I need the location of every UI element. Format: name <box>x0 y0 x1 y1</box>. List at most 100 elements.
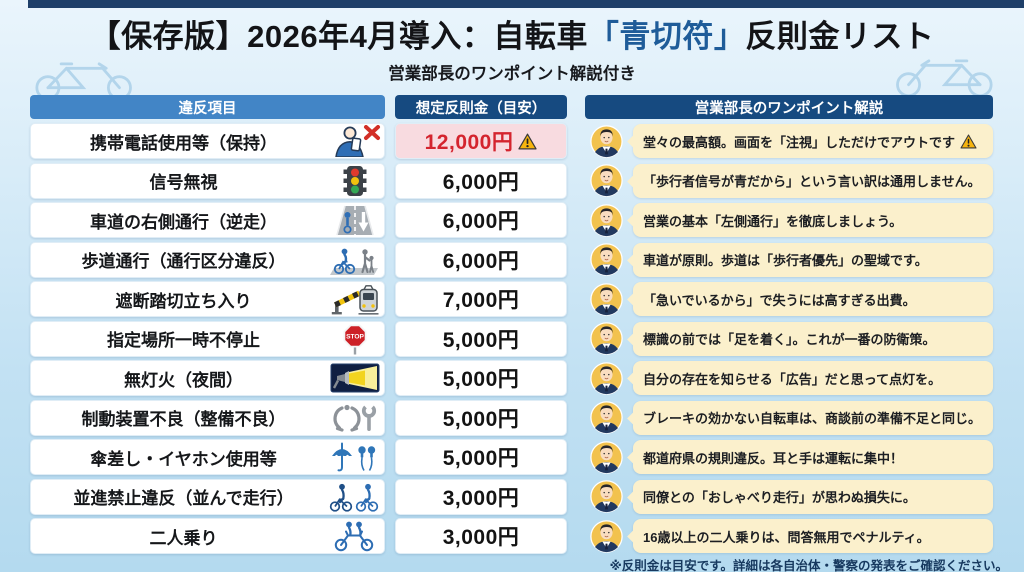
comment-bubble: 営業の基本「左側通行」を徹底しましょう。 <box>633 203 993 237</box>
comment-cell: 自分の存在を知らせる「広告」だと思って点灯を。 <box>585 360 993 396</box>
table-header-row: 違反項目 想定反則金（目安） 営業部長のワンポイント解説 <box>30 95 993 119</box>
table-row: 車道の右側通行（逆走） 6,000円 <box>30 202 993 238</box>
warning-icon <box>960 133 977 149</box>
comment-cell: 都道府県の規則違反。耳と手は運転に集中！ <box>585 439 993 475</box>
manager-avatar <box>590 164 623 197</box>
violation-label: 信号無視 <box>149 173 218 192</box>
comment-cell: 営業の基本「左側通行」を徹底しましょう。 <box>585 202 993 238</box>
fine-cell: 5,000円 <box>395 320 567 357</box>
manager-avatar <box>590 519 623 553</box>
comment-bubble: 自分の存在を知らせる「広告」だと思って点灯を。 <box>633 361 993 395</box>
fine-amount: 3,000円 <box>442 526 520 549</box>
manager-avatar <box>590 243 623 276</box>
manager-avatar <box>590 124 623 158</box>
comment-bubble: ブレーキの効かない自転車は、商談前の準備不足と同じ。 <box>633 400 993 435</box>
page-title-prefix: 【保存版】2026年4月導入：自転車 <box>89 19 588 54</box>
fine-cell: 7,000円 <box>395 281 567 317</box>
comment-cell: 同僚との「おしゃべり走行」が思わぬ損失に。 <box>585 479 993 515</box>
page-title: 【保存版】2026年4月導入：自転車「青切符」反則金リスト <box>0 11 1024 56</box>
page-title-highlight: 「青切符」 <box>587 19 746 54</box>
comment-text: 「歩行者信号が青だから」という言い訳は通用しません。 <box>643 174 981 189</box>
wrong-way-road-icon <box>329 204 381 236</box>
table-row: 信号無視 6,000円 <box>30 162 993 199</box>
top-accent-strip <box>28 0 1024 8</box>
violation-cell: 携帯電話使用等（保持） <box>30 123 385 159</box>
violation-label: 並進禁止違反（並んで走行） <box>73 489 294 508</box>
comment-cell: 「急いでいるから」で失うには高すぎる出費。 <box>585 281 993 317</box>
comment-text: 標識の前では「足を着く」。これが一番の防衛策。 <box>643 332 936 347</box>
fine-cell: 5,000円 <box>395 399 567 436</box>
comment-bubble: 標識の前では「足を着く」。これが一番の防衛策。 <box>633 321 993 356</box>
bicycle-watermark-icon <box>896 59 993 98</box>
table-row: 歩道通行（通行区分違反） 6,000円 <box>30 241 993 278</box>
violation-cell: 遮断踏切立ち入り <box>30 281 385 317</box>
manager-avatar <box>590 282 623 316</box>
no-light-icon <box>329 362 381 394</box>
violation-cell: 歩道通行（通行区分違反） <box>30 241 385 278</box>
sidewalk-riding-icon <box>329 244 381 276</box>
violation-label: 遮断踏切立ち入り <box>115 291 252 311</box>
comment-text: 自分の存在を知らせる「広告」だと思って点灯を。 <box>643 371 942 387</box>
violation-label: 指定場所一時不停止 <box>107 331 260 350</box>
fine-amount: 5,000円 <box>442 447 520 470</box>
phone-use-icon <box>329 125 381 158</box>
fine-amount: 5,000円 <box>442 368 520 391</box>
header-comment: 営業部長のワンポイント解説 <box>585 95 993 119</box>
brake-wrench-icon <box>329 402 381 434</box>
manager-avatar <box>590 440 623 474</box>
fine-amount: 5,000円 <box>442 328 520 352</box>
violation-label: 車道の右側通行（逆走） <box>90 212 277 232</box>
comment-text: 堂々の最高額。画面を「注視」しただけでアウトです <box>643 134 956 150</box>
violation-cell: 制動装置不良（整備不良） <box>30 399 385 436</box>
table-body: 携帯電話使用等（保持） 12,000円 <box>30 123 993 554</box>
table-row: 傘差し・イヤホン使用等 5,000円 <box>30 439 993 475</box>
comment-text: 「急いでいるから」で失うには高すぎる出費。 <box>643 292 916 308</box>
manager-avatar <box>590 322 623 355</box>
violation-cell: 並進禁止違反（並んで走行） <box>30 478 385 515</box>
fine-amount: 6,000円 <box>442 249 520 273</box>
footnote: ※反則金は目安です。詳細は各自治体・警察の発表をご確認ください。 <box>609 559 1008 572</box>
fine-cell: 3,000円 <box>395 518 567 554</box>
comment-cell: 車道が原則。歩道は「歩行者優先」の聖域です。 <box>585 242 993 278</box>
fine-amount: 7,000円 <box>442 289 520 312</box>
traffic-light-icon <box>329 165 381 197</box>
comment-bubble: 「急いでいるから」で失うには高すぎる出費。 <box>633 282 993 316</box>
comment-bubble: 16歳以上の二人乗りは、問答無用でペナルティ。 <box>633 519 993 553</box>
comment-bubble: 同僚との「おしゃべり走行」が思わぬ損失に。 <box>633 479 993 514</box>
warning-icon <box>518 133 537 149</box>
table-row: 携帯電話使用等（保持） 12,000円 <box>30 123 993 159</box>
umbrella-earphone-icon <box>329 441 381 473</box>
fine-cell: 6,000円 <box>395 162 567 199</box>
fine-cell: 12,000円 <box>395 123 567 159</box>
violation-label: 傘差し・イヤホン使用等 <box>90 449 277 469</box>
fine-cell: 6,000円 <box>395 202 567 238</box>
comment-text: 営業の基本「左側通行」を徹底しましょう。 <box>643 213 903 229</box>
violation-cell: 信号無視 <box>30 162 385 199</box>
side-by-side-riding-icon <box>329 481 381 513</box>
fines-table: 違反項目 想定反則金（目安） 営業部長のワンポイント解説 携帯電話使用等（保持）… <box>30 95 993 558</box>
table-row: 制動装置不良（整備不良） 5,000円 <box>30 399 993 436</box>
table-row: 無灯火（夜間） 5,000円 <box>30 360 993 396</box>
fine-cell: 5,000円 <box>395 360 567 396</box>
violation-label: 歩道通行（通行区分違反） <box>81 252 286 271</box>
svg-text:STOP: STOP <box>346 333 364 340</box>
comment-cell: 標識の前では「足を着く」。これが一番の防衛策。 <box>585 321 993 357</box>
header-violation: 違反項目 <box>30 95 385 119</box>
comment-text: ブレーキの効かない自転車は、商談前の準備不足と同じ。 <box>643 411 982 426</box>
violation-label: 二人乗り <box>149 528 218 548</box>
comment-cell: 堂々の最高額。画面を「注視」しただけでアウトです <box>585 123 993 159</box>
fine-amount: 6,000円 <box>442 170 520 194</box>
stop-sign-icon: STOP <box>329 323 381 355</box>
comment-cell: 16歳以上の二人乗りは、問答無用でペナルティ。 <box>585 518 993 554</box>
comment-bubble: 「歩行者信号が青だから」という言い訳は通用しません。 <box>633 163 993 198</box>
fine-amount: 3,000円 <box>442 486 520 510</box>
fine-cell: 6,000円 <box>395 241 567 278</box>
comment-text: 都道府県の規則違反。耳と手は運転に集中！ <box>643 450 904 466</box>
comment-bubble: 都道府県の規則違反。耳と手は運転に集中！ <box>633 440 993 474</box>
comment-cell: 「歩行者信号が青だから」という言い訳は通用しません。 <box>585 163 993 199</box>
manager-avatar <box>590 401 623 434</box>
table-row: 指定場所一時不停止 STOP 5,000円 <box>30 320 993 357</box>
manager-avatar <box>590 480 623 513</box>
page-title-suffix: 反則金リスト <box>745 19 935 54</box>
comment-bubble: 車道が原則。歩道は「歩行者優先」の聖域です。 <box>633 242 993 277</box>
